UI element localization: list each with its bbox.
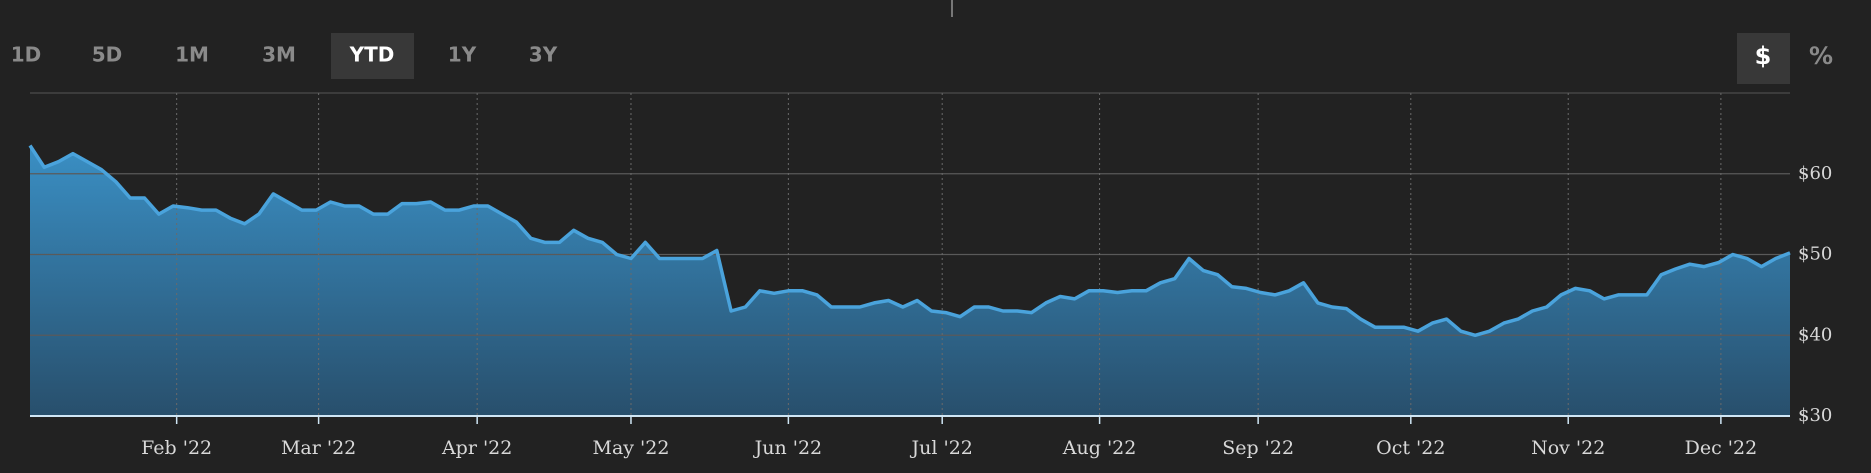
y-tick-label: $60 xyxy=(1798,163,1832,184)
x-tick-label: May '22 xyxy=(592,437,669,459)
x-tick-label: Aug '22 xyxy=(1062,437,1137,459)
x-tick-label: Jul '22 xyxy=(910,437,973,459)
x-tick-label: Dec '22 xyxy=(1685,437,1758,459)
x-tick-label: Mar '22 xyxy=(281,437,356,459)
unit-button[interactable]: % xyxy=(1809,42,1833,70)
range-button[interactable]: 3Y xyxy=(529,43,558,67)
range-button[interactable]: 1D xyxy=(11,43,42,67)
x-tick-label: Jun '22 xyxy=(753,437,823,459)
y-tick-label: $50 xyxy=(1798,244,1832,265)
x-tick-label: Sep '22 xyxy=(1222,437,1294,459)
plot: $30 $40 $50 $60 Feb '22 Mar '22 Apr '22 May '22… xyxy=(28,92,1832,459)
range-button[interactable]: YTD xyxy=(349,43,395,67)
range-button[interactable]: 3M xyxy=(262,43,296,67)
x-tick-label: Apr '22 xyxy=(441,437,512,459)
range-button[interactable]: 5D xyxy=(92,43,123,67)
x-tick-label: Nov '22 xyxy=(1531,437,1605,459)
x-tick-label: Oct '22 xyxy=(1376,437,1445,459)
range-button[interactable]: 1Y xyxy=(448,43,477,67)
controls: 1D 5D 1M 3M YTD 1Y 3Y $% xyxy=(11,33,1833,84)
range-button-bg xyxy=(331,33,414,79)
area xyxy=(30,145,1790,416)
line xyxy=(28,144,1791,338)
x-tick-label: Feb '22 xyxy=(141,437,212,459)
unit-button[interactable]: $ xyxy=(1755,42,1772,70)
unit-button-bg xyxy=(1737,33,1790,84)
range-button[interactable]: 1M xyxy=(175,43,209,67)
y-tick-label: $40 xyxy=(1798,324,1832,345)
y-tick-label: $30 xyxy=(1798,405,1832,426)
